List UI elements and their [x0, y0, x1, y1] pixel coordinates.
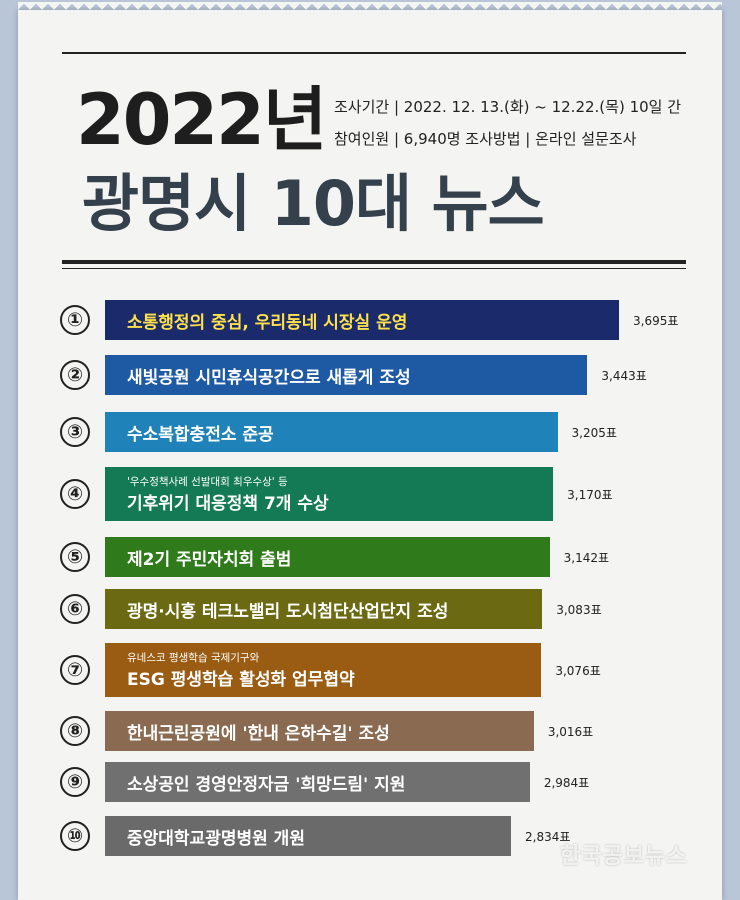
news-bar: 수소복합충전소 준공 — [105, 412, 558, 452]
rank-badge: ⑤ — [60, 542, 90, 572]
vote-count: 3,170표 — [567, 488, 613, 502]
title-rule-thin — [62, 268, 686, 269]
rank-badge: ⑥ — [60, 594, 90, 624]
vote-count: 2,984표 — [543, 776, 590, 790]
rank-badge: ③ — [60, 417, 90, 447]
news-bar: 소통행정의 중심, 우리동네 시장실 운영 — [105, 300, 619, 340]
news-bar: 중앙대학교광명병원 개원 — [105, 816, 511, 856]
news-sublabel: 유네스코 평생학습 국제기구와 — [127, 652, 260, 664]
watermark: 한국공보뉴스 — [560, 844, 688, 869]
vote-count: 2,834표 — [525, 830, 571, 844]
vote-count: 3,076표 — [555, 664, 601, 678]
vote-count: 3,695표 — [633, 314, 679, 328]
news-bar: 새빛공원 시민휴식공간으로 새롭게 조성 — [105, 355, 588, 395]
news-label: 광명·시흥 테크노밸리 도시첨단산업단지 조성 — [127, 601, 449, 622]
vote-count: 3,016표 — [547, 725, 594, 739]
rank-badge: ① — [60, 305, 90, 335]
vote-count: 3,443표 — [601, 369, 647, 383]
news-label: 수소복합충전소 준공 — [127, 424, 274, 445]
top-rule — [62, 52, 686, 54]
news-label: 기후위기 대응정책 7개 수상 — [127, 494, 329, 514]
paper-background — [18, 2, 722, 900]
news-bar: 소상공인 경영안정자금 '희망드림' 지원 — [105, 762, 530, 802]
news-label: 소통행정의 중심, 우리동네 시장실 운영 — [127, 312, 408, 333]
vote-count: 3,142표 — [563, 551, 610, 565]
news-bar: 광명·시흥 테크노밸리 도시첨단산업단지 조성 — [105, 589, 543, 629]
rank-badge: ⑨ — [60, 767, 90, 797]
survey-participants: 참여인원 | 6,940명 조사방법 | 온라인 설문조사 — [334, 130, 637, 148]
news-label: ESG 평생학습 활성화 업무협약 — [127, 670, 355, 690]
news-bar: 한내근린공원에 '한내 은하수길' 조성 — [105, 711, 534, 751]
rank-badge: ② — [60, 360, 90, 390]
news-bar: 제2기 주민자치회 출범 — [105, 537, 550, 577]
rank-badge: ④ — [60, 479, 90, 509]
rank-badge: ⑦ — [60, 655, 90, 685]
year-title: 2022년 — [76, 79, 327, 161]
news-label: 제2기 주민자치회 출범 — [127, 549, 292, 570]
vote-count: 3,205표 — [571, 426, 617, 440]
rank-badge: ⑧ — [60, 716, 90, 746]
news-bar: 유네스코 평생학습 국제기구와 ESG 평생학습 활성화 업무협약 — [105, 643, 542, 697]
rank-badge: ⑩ — [60, 821, 90, 851]
vote-count: 3,083표 — [556, 603, 602, 617]
survey-period: 조사기간 | 2022. 12. 13.(화) ~ 12.22.(목) 10일 … — [334, 98, 682, 116]
news-label: 소상공인 경영안정자금 '희망드림' 지원 — [127, 774, 406, 795]
news-label: 새빛공원 시민휴식공간으로 새롭게 조성 — [127, 367, 411, 388]
news-label: 중앙대학교광명병원 개원 — [127, 828, 305, 849]
main-title: 광명시 10대 뉴스 — [82, 167, 545, 240]
title-rule — [62, 260, 686, 264]
news-sublabel: '우수정책사례 선발대회 최우수상' 등 — [127, 476, 288, 488]
news-label: 한내근린공원에 '한내 은하수길' 조성 — [127, 723, 390, 744]
